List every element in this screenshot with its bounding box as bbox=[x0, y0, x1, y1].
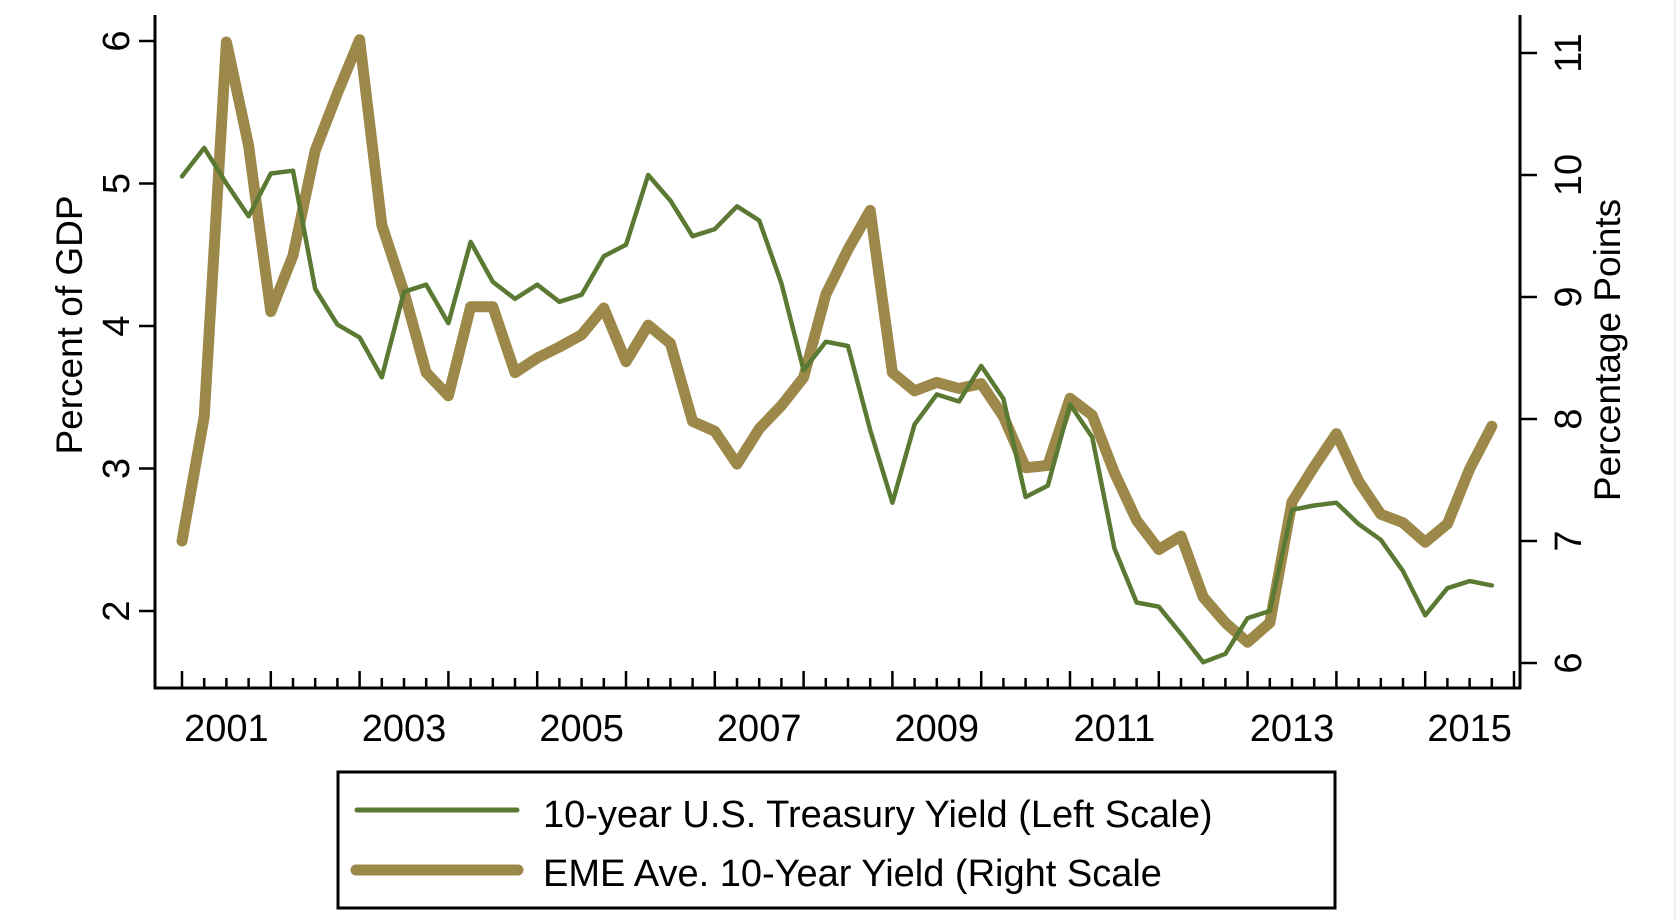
x-tick-labels: 2001 2003 2005 2007 2009 2011 2013 2015 bbox=[184, 708, 1512, 750]
right-y-tick-label: 8 bbox=[1548, 408, 1590, 429]
legend-label-eme: EME Ave. 10-Year Yield (Right Scale bbox=[543, 853, 1162, 895]
left-y-tick-label: 3 bbox=[96, 458, 138, 479]
x-tick-label: 2001 bbox=[184, 708, 269, 750]
x-ticks bbox=[180, 671, 1516, 688]
axes bbox=[153, 15, 1522, 690]
x-tick-label: 2013 bbox=[1250, 708, 1335, 750]
right-y-tick-label: 10 bbox=[1548, 154, 1590, 196]
left-y-tick-label: 6 bbox=[96, 30, 138, 51]
x-tick-label: 2007 bbox=[717, 708, 802, 750]
right-y-ticks: 6 7 8 9 10 11 bbox=[1520, 33, 1590, 674]
right-y-tick-label: 11 bbox=[1548, 33, 1590, 72]
series-line-treasury-yield bbox=[179, 145, 1495, 665]
right-y-tick-label: 9 bbox=[1548, 286, 1590, 307]
left-y-tick-label: 5 bbox=[96, 173, 138, 194]
x-tick-label: 2011 bbox=[1074, 708, 1156, 750]
left-y-axis-title: Percent of GDP bbox=[49, 195, 90, 454]
legend-label-treasury: 10-year U.S. Treasury Yield (Left Scale) bbox=[543, 794, 1213, 836]
frame-edge bbox=[1674, 0, 1676, 921]
legend-box bbox=[336, 770, 1337, 910]
left-y-ticks: 2 3 4 5 6 bbox=[96, 30, 155, 622]
right-y-tick-label: 6 bbox=[1548, 652, 1590, 673]
series-layer bbox=[176, 34, 1498, 665]
left-y-tick-label: 4 bbox=[96, 315, 138, 336]
x-tick-label: 2009 bbox=[895, 708, 980, 750]
series-line-eme-yield bbox=[176, 34, 1498, 648]
right-y-axis-title: Percentage Points bbox=[1587, 199, 1628, 501]
left-y-tick-label: 2 bbox=[96, 600, 138, 621]
x-tick-label: 2015 bbox=[1427, 708, 1512, 750]
right-y-tick-label: 7 bbox=[1548, 530, 1590, 551]
x-tick-label: 2005 bbox=[539, 708, 624, 750]
legend: 10-year U.S. Treasury Yield (Left Scale)… bbox=[336, 770, 1337, 910]
x-tick-label: 2003 bbox=[362, 708, 447, 750]
